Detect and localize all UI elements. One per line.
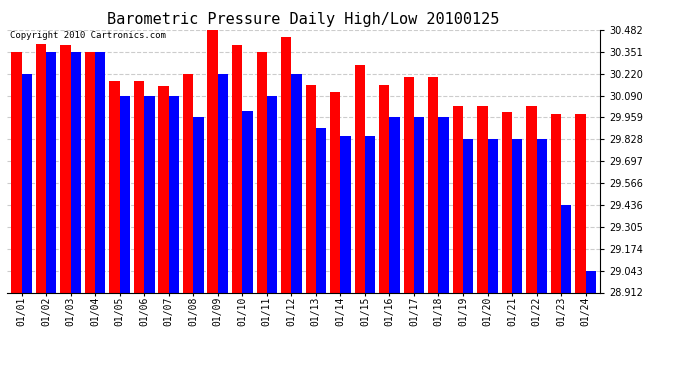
Bar: [183, 74, 193, 292]
Bar: [379, 85, 389, 292]
Bar: [95, 52, 106, 292]
Bar: [110, 81, 119, 292]
Bar: [502, 112, 512, 292]
Bar: [242, 111, 253, 292]
Bar: [21, 74, 32, 292]
Bar: [330, 92, 340, 292]
Bar: [537, 140, 547, 292]
Bar: [144, 96, 155, 292]
Bar: [11, 52, 21, 292]
Bar: [291, 74, 302, 292]
Bar: [453, 106, 463, 292]
Bar: [36, 44, 46, 292]
Bar: [389, 117, 400, 292]
Bar: [575, 114, 586, 292]
Bar: [488, 140, 497, 292]
Bar: [267, 96, 277, 292]
Bar: [70, 52, 81, 292]
Bar: [512, 140, 522, 292]
Bar: [404, 77, 414, 292]
Bar: [193, 117, 204, 292]
Bar: [169, 96, 179, 292]
Bar: [257, 52, 267, 292]
Bar: [134, 81, 144, 292]
Bar: [46, 52, 57, 292]
Bar: [340, 136, 351, 292]
Bar: [551, 114, 561, 292]
Bar: [306, 85, 316, 292]
Bar: [281, 37, 291, 292]
Bar: [85, 52, 95, 292]
Bar: [526, 106, 537, 292]
Bar: [60, 45, 70, 292]
Bar: [428, 77, 438, 292]
Bar: [365, 136, 375, 292]
Title: Barometric Pressure Daily High/Low 20100125: Barometric Pressure Daily High/Low 20100…: [108, 12, 500, 27]
Bar: [586, 271, 596, 292]
Bar: [232, 45, 242, 292]
Text: Copyright 2010 Cartronics.com: Copyright 2010 Cartronics.com: [10, 32, 166, 40]
Bar: [438, 117, 449, 292]
Bar: [316, 128, 326, 292]
Bar: [208, 30, 218, 292]
Bar: [355, 66, 365, 292]
Bar: [414, 117, 424, 292]
Bar: [218, 74, 228, 292]
Bar: [119, 96, 130, 292]
Bar: [561, 205, 571, 292]
Bar: [159, 86, 169, 292]
Bar: [477, 106, 488, 292]
Bar: [463, 140, 473, 292]
